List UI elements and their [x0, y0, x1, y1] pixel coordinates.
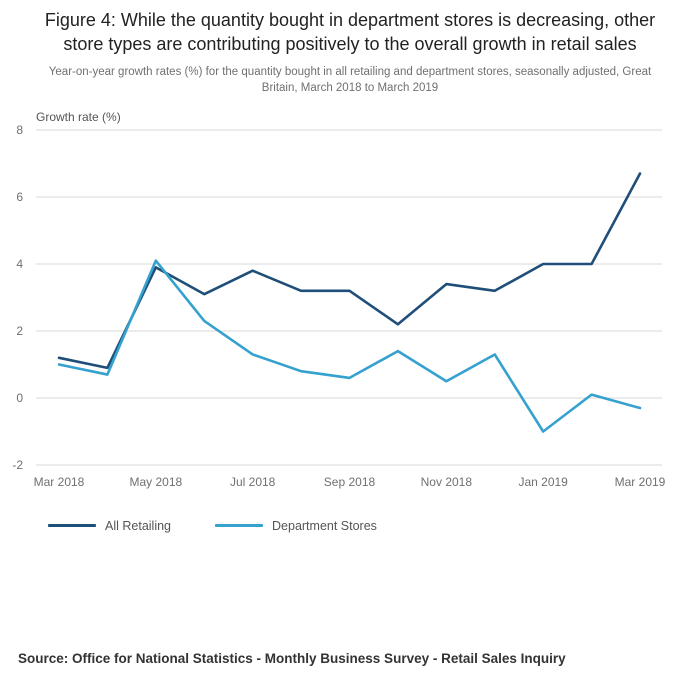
- x-tick-label: Mar 2019: [615, 475, 666, 489]
- y-tick-label: 4: [16, 257, 23, 271]
- x-tick-label: Jan 2019: [518, 475, 568, 489]
- legend-label-all-retailing: All Retailing: [105, 518, 172, 533]
- y-tick-label: 8: [16, 123, 23, 137]
- chart-canvas: -2 0 2 4 6 8 Mar 2018 May 2018 Jul 2018 Sep 2018 N…: [12, 110, 666, 489]
- line-chart: -2 0 2 4 6 8 Mar 2018 May 2018 Jul 2018 Sep 2018 N…: [0, 100, 700, 505]
- legend-label-department-stores: Department Stores: [272, 518, 377, 533]
- y-tick-label: 2: [16, 324, 23, 338]
- x-tick-label: Sep 2018: [324, 475, 376, 489]
- y-tick-label: 0: [16, 391, 23, 405]
- department-stores-line: [57, 259, 642, 433]
- legend-item-all-retailing: All Retailing: [48, 519, 171, 533]
- y-axis-title: Growth rate (%): [36, 110, 121, 124]
- legend-item-department-stores: Department Stores: [215, 519, 377, 533]
- x-tick-label: Jul 2018: [230, 475, 276, 489]
- all-retailing-line-swatch: [48, 524, 96, 528]
- y-tick-label: 6: [16, 190, 23, 204]
- department-stores-line-swatch: [215, 524, 264, 528]
- all-retailing-line: [57, 172, 642, 369]
- figure-title: Figure 4: While the quantity bought in d…: [44, 10, 656, 55]
- x-tick-label: Mar 2018: [34, 475, 85, 489]
- chart-legend: All Retailing Department Stores: [48, 519, 700, 533]
- x-tick-label: Nov 2018: [421, 475, 473, 489]
- figure-subtitle: Year-on-year growth rates (%) for the qu…: [48, 65, 652, 94]
- x-tick-label: May 2018: [129, 475, 182, 489]
- y-tick-label: -2: [12, 458, 23, 472]
- source-text: Source: Office for National Statistics -…: [18, 651, 566, 666]
